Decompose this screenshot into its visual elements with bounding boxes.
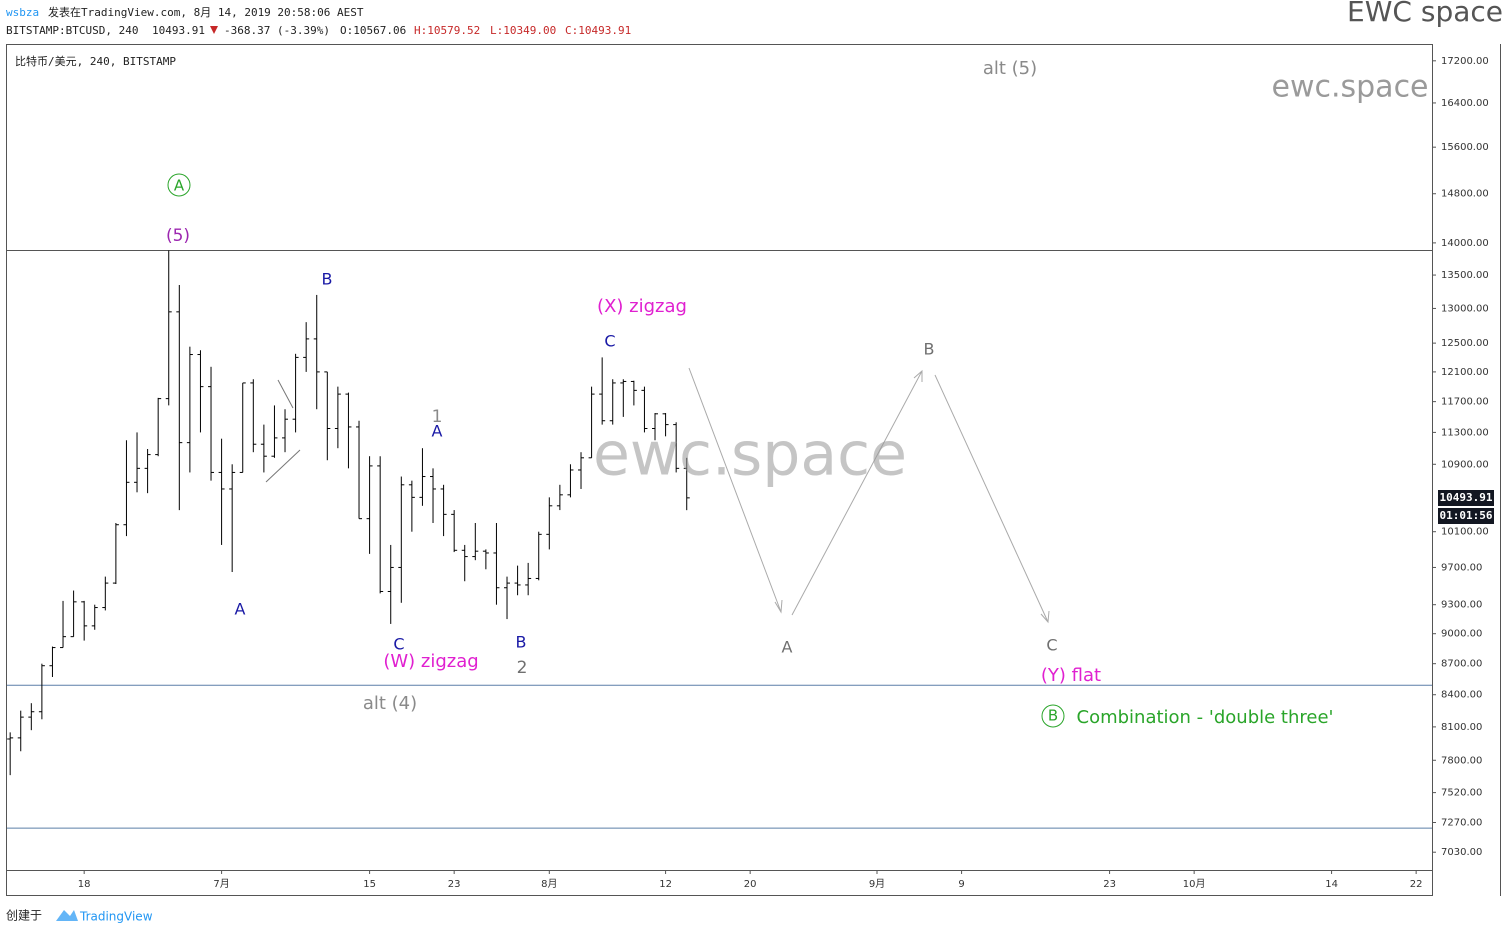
y-tick-label: 11700.00 xyxy=(1441,397,1489,408)
y-tick-label: 7800.00 xyxy=(1441,755,1482,766)
annotation: A xyxy=(174,177,185,195)
x-tick-label: 18 xyxy=(78,879,91,890)
price-tag-text: 10493.91 xyxy=(1440,491,1493,504)
pane-label: 比特币/美元, 240, BITSTAMP xyxy=(15,54,176,68)
logo-icon xyxy=(56,910,78,921)
circle-marker xyxy=(167,173,191,197)
annotation: 2 xyxy=(517,658,528,678)
annotation: A xyxy=(235,600,246,619)
arrow xyxy=(688,367,783,614)
x-tick-label: 9月 xyxy=(869,878,885,890)
brand: EWC space xyxy=(1347,0,1503,28)
low: L:10349.00 xyxy=(490,24,556,37)
x-tick-label: 15 xyxy=(363,879,376,890)
arrow xyxy=(934,374,1050,624)
annotation: A xyxy=(432,422,443,441)
y-tick-label: 14800.00 xyxy=(1441,189,1489,200)
y-tick-label: 7520.00 xyxy=(1441,788,1482,799)
countdown-text: 01:01:56 xyxy=(1440,509,1493,522)
last: 10493.91 xyxy=(152,24,205,37)
annotation: (5) xyxy=(166,226,190,246)
y-tick-label: 15600.00 xyxy=(1441,142,1489,153)
x-tick-label: 23 xyxy=(1103,879,1116,890)
y-tick-label: 10100.00 xyxy=(1441,527,1489,538)
y-tick-label: 9700.00 xyxy=(1441,562,1482,573)
y-tick-label: 12500.00 xyxy=(1441,338,1489,349)
y-tick-label: 8700.00 xyxy=(1441,659,1482,670)
y-tick-label: 9000.00 xyxy=(1441,629,1482,640)
change: -368.37 (-3.39%) xyxy=(224,24,330,37)
arrow xyxy=(791,369,923,616)
annotation: B xyxy=(516,633,527,652)
annotation: C xyxy=(393,635,404,654)
y-tick-label: 13000.00 xyxy=(1441,303,1489,314)
annotation: Combination - 'double three' xyxy=(1077,707,1334,728)
footer-logo[interactable]: TradingView xyxy=(79,910,153,924)
x-tick-label: 12 xyxy=(659,879,672,890)
annotation: alt (5) xyxy=(983,58,1037,79)
footer-created: 创建于 xyxy=(6,909,42,923)
x-tick-label: 14 xyxy=(1325,879,1338,890)
down-arrow xyxy=(210,26,218,34)
annotation: (Y) flat xyxy=(1041,665,1101,686)
wave-arrows xyxy=(265,367,1050,624)
annotation: (X) zigzag xyxy=(597,296,687,317)
y-tick-label: 7030.00 xyxy=(1441,847,1482,858)
y-tick-label: 17200.00 xyxy=(1441,56,1489,67)
annotation: B xyxy=(1048,707,1058,725)
annotation: 1 xyxy=(432,407,443,427)
publisher[interactable]: wsbza xyxy=(6,6,39,19)
published: 发表在TradingView.com, 8月 14, 2019 20:58:06… xyxy=(48,5,364,19)
annotation: ewc.space xyxy=(593,420,907,490)
circle-marker xyxy=(1041,704,1065,728)
x-tick-label: 8月 xyxy=(541,878,557,890)
open: O:10567.06 xyxy=(340,24,406,37)
annotation: (W) zigzag xyxy=(383,651,478,672)
x-tick-label: 9 xyxy=(958,879,964,890)
annotation: ewc.space xyxy=(1271,70,1428,105)
symbol: BITSTAMP:BTCUSD, 240 xyxy=(6,24,138,37)
annotation: alt (4) xyxy=(363,693,417,714)
price-tag xyxy=(1438,490,1494,506)
y-tick-label: 14000.00 xyxy=(1441,238,1489,249)
y-tick-label: 10900.00 xyxy=(1441,459,1489,470)
y-tick-label: 16400.00 xyxy=(1441,98,1489,109)
x-tick-label: 10月 xyxy=(1183,878,1206,890)
annotation: B xyxy=(322,270,333,289)
triangle-lines xyxy=(265,379,301,483)
x-tick-label: 20 xyxy=(744,879,757,890)
high: H:10579.52 xyxy=(414,24,480,37)
y-tick-label: 12100.00 xyxy=(1441,367,1489,378)
annotation: C xyxy=(604,332,615,351)
countdown-tag xyxy=(1438,508,1494,524)
y-tick-label: 7270.00 xyxy=(1441,818,1482,829)
x-tick-label: 22 xyxy=(1410,879,1423,890)
annotation: C xyxy=(1046,636,1057,655)
annotation: B xyxy=(924,340,935,359)
y-tick-label: 8400.00 xyxy=(1441,690,1482,701)
annotation: A xyxy=(782,638,793,657)
y-tick-label: 8100.00 xyxy=(1441,722,1482,733)
close: C:10493.91 xyxy=(565,24,631,37)
y-tick-label: 11300.00 xyxy=(1441,427,1489,438)
y-tick-label: 13500.00 xyxy=(1441,270,1489,281)
x-tick-label: 23 xyxy=(448,879,461,890)
x-tick-label: 7月 xyxy=(213,878,229,890)
y-tick-label: 9300.00 xyxy=(1441,600,1482,611)
